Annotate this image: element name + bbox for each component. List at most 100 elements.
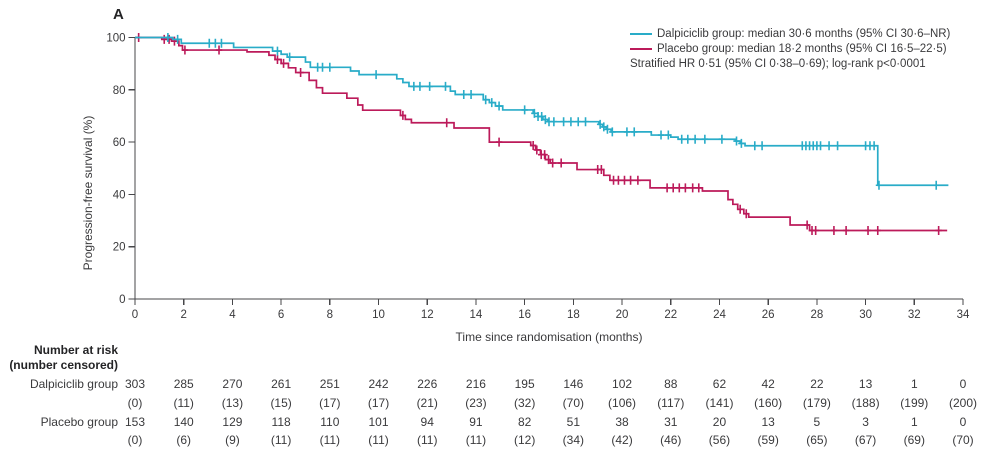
censor-mark (634, 175, 642, 185)
x-tick-label: 8 (327, 309, 333, 321)
censor-mark (521, 105, 528, 115)
risk-value: 153 (124, 415, 146, 429)
censor-mark (549, 158, 556, 168)
risk-value: 0 (959, 415, 967, 429)
risk-value: 13 (761, 415, 775, 429)
censored-value: (42) (611, 433, 633, 447)
legend-line-swatch (630, 32, 652, 35)
censor-mark (803, 220, 811, 230)
risk-value: 285 (173, 377, 194, 391)
censor-mark (817, 141, 824, 151)
censored-value: (0) (127, 396, 143, 410)
censor-mark (218, 38, 225, 48)
legend-label: Dalpiciclib group: median 30·6 months (9… (657, 27, 951, 40)
censored-value: (56) (708, 433, 731, 447)
censored-value: (69) (903, 433, 925, 447)
y-tick-label: 0 (119, 294, 125, 306)
censor-mark (701, 134, 709, 144)
risk-value: 102 (612, 377, 633, 391)
censored-value: (70) (952, 433, 974, 447)
censor-mark (665, 130, 672, 140)
censored-value: (34) (562, 433, 585, 447)
risk-value: 94 (420, 415, 434, 429)
y-tick-label: 60 (113, 137, 126, 149)
risk-value: 82 (517, 415, 532, 429)
x-tick-label: 14 (470, 309, 483, 321)
censor-mark (442, 81, 449, 91)
risk-table-header-line2: (number censored) (9, 358, 118, 372)
x-tick-label: 22 (664, 309, 677, 321)
censored-value: (9) (225, 433, 240, 447)
dalpiciclib-group-curve (135, 33, 949, 190)
censored-value: (13) (221, 396, 244, 410)
censored-value: (17) (367, 396, 390, 410)
censor-mark (751, 141, 758, 151)
censor-mark (609, 127, 616, 137)
risk-value: 88 (664, 377, 678, 391)
censor-mark (582, 117, 589, 127)
censor-mark (181, 45, 189, 55)
legend-item-2: Stratified HR 0·51 (95% CI 0·38–0·69); l… (630, 56, 950, 71)
censor-mark (560, 117, 567, 127)
censored-value: (11) (319, 433, 341, 447)
censored-value: (17) (319, 396, 341, 410)
censor-mark (297, 68, 304, 78)
censor-mark (274, 46, 281, 56)
censor-mark (933, 180, 940, 190)
x-tick-label: 4 (229, 309, 236, 321)
censor-mark (538, 111, 545, 121)
censored-value: (141) (705, 396, 734, 410)
risk-value: 146 (563, 377, 584, 391)
x-tick-label: 20 (616, 309, 629, 321)
censor-mark (171, 36, 178, 46)
legend: Dalpiciclib group: median 30·6 months (9… (630, 26, 950, 71)
risk-value: 195 (514, 377, 535, 391)
censor-mark (870, 141, 878, 151)
censor-mark (326, 62, 334, 72)
censor-mark (164, 33, 172, 42)
censor-mark (825, 141, 833, 151)
y-tick-label: 20 (113, 242, 126, 254)
censored-value: (106) (608, 396, 637, 410)
censor-mark (864, 225, 872, 235)
x-tick-label: 32 (908, 309, 921, 321)
risk-value: 101 (368, 415, 389, 429)
censor-mark (678, 134, 685, 144)
censor-mark (399, 110, 407, 120)
x-tick-label: 10 (372, 309, 385, 321)
risk-value: 3 (862, 415, 869, 429)
censor-mark (670, 183, 677, 193)
censor-mark (165, 34, 173, 44)
risk-value: 5 (813, 415, 821, 429)
x-tick-label: 2 (181, 309, 187, 321)
censored-value: (70) (562, 396, 585, 410)
censor-mark (812, 225, 819, 235)
censor-mark (274, 54, 281, 64)
legend-line-swatch (630, 47, 652, 50)
censor-mark (598, 165, 605, 175)
risk-value: 261 (271, 377, 292, 391)
censor-mark (604, 124, 611, 134)
axes (128, 36, 964, 305)
risk-value: 216 (465, 377, 486, 391)
placebo-group-curve (135, 33, 948, 235)
censored-value: (23) (465, 396, 487, 410)
censored-value: (21) (416, 396, 438, 410)
x-tick-label: 28 (810, 309, 823, 321)
x-tick-label: 34 (957, 309, 970, 321)
censor-mark (743, 209, 750, 219)
censor-mark (631, 127, 638, 137)
risk-value: 140 (173, 415, 194, 429)
censor-mark (684, 134, 692, 144)
risk-value: 1 (910, 377, 918, 391)
risk-value: 31 (664, 415, 678, 429)
censor-mark (830, 225, 838, 235)
censor-mark (875, 180, 883, 190)
censor-mark (575, 117, 582, 127)
x-tick-label: 0 (132, 309, 138, 321)
censor-mark (531, 108, 538, 118)
censor-mark (627, 175, 634, 185)
censor-mark (174, 34, 181, 44)
x-tick-label: 6 (278, 309, 284, 321)
risk-value: 0 (959, 377, 967, 391)
